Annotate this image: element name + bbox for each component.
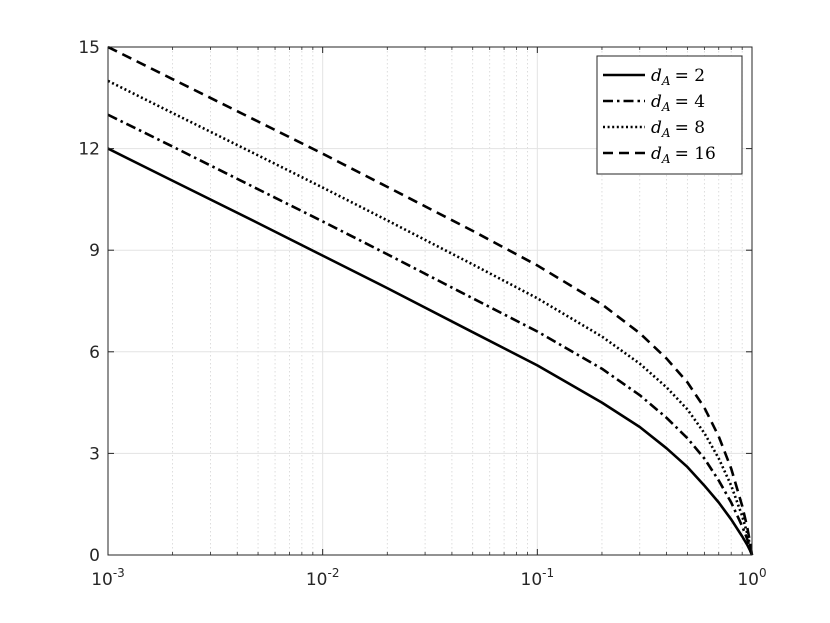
y-tick-label: 0 bbox=[89, 546, 100, 566]
series-line-1 bbox=[108, 147, 754, 556]
y-tick-label: 12 bbox=[78, 140, 100, 160]
x-tick-label: 10-1 bbox=[521, 566, 555, 590]
series-layer bbox=[108, 45, 754, 556]
plot-frame bbox=[107, 46, 753, 556]
legend-label-2: dA = 4 bbox=[651, 92, 705, 114]
series-line-3 bbox=[108, 79, 754, 556]
legend-label-1: dA = 2 bbox=[651, 66, 705, 88]
y-tick-label: 15 bbox=[78, 38, 100, 58]
legend: dA = 2 dA = 4 dA = 8 dA = 16 bbox=[596, 55, 743, 175]
series-line-4 bbox=[108, 45, 754, 556]
legend-label-3: dA = 8 bbox=[651, 118, 705, 140]
y-tick-label: 6 bbox=[89, 343, 100, 363]
series-line-2 bbox=[108, 113, 754, 556]
legend-label-4: dA = 16 bbox=[651, 144, 716, 166]
x-tick-label: 10-2 bbox=[306, 566, 340, 590]
y-tick-label: 3 bbox=[89, 444, 100, 464]
x-tick-label: 10-3 bbox=[91, 566, 125, 590]
axis-ticks: 0 3 6 9 12 15 10-3 10-2 10-1 100 bbox=[78, 38, 766, 590]
y-tick-label: 9 bbox=[89, 241, 100, 261]
x-tick-label: 100 bbox=[737, 566, 766, 590]
